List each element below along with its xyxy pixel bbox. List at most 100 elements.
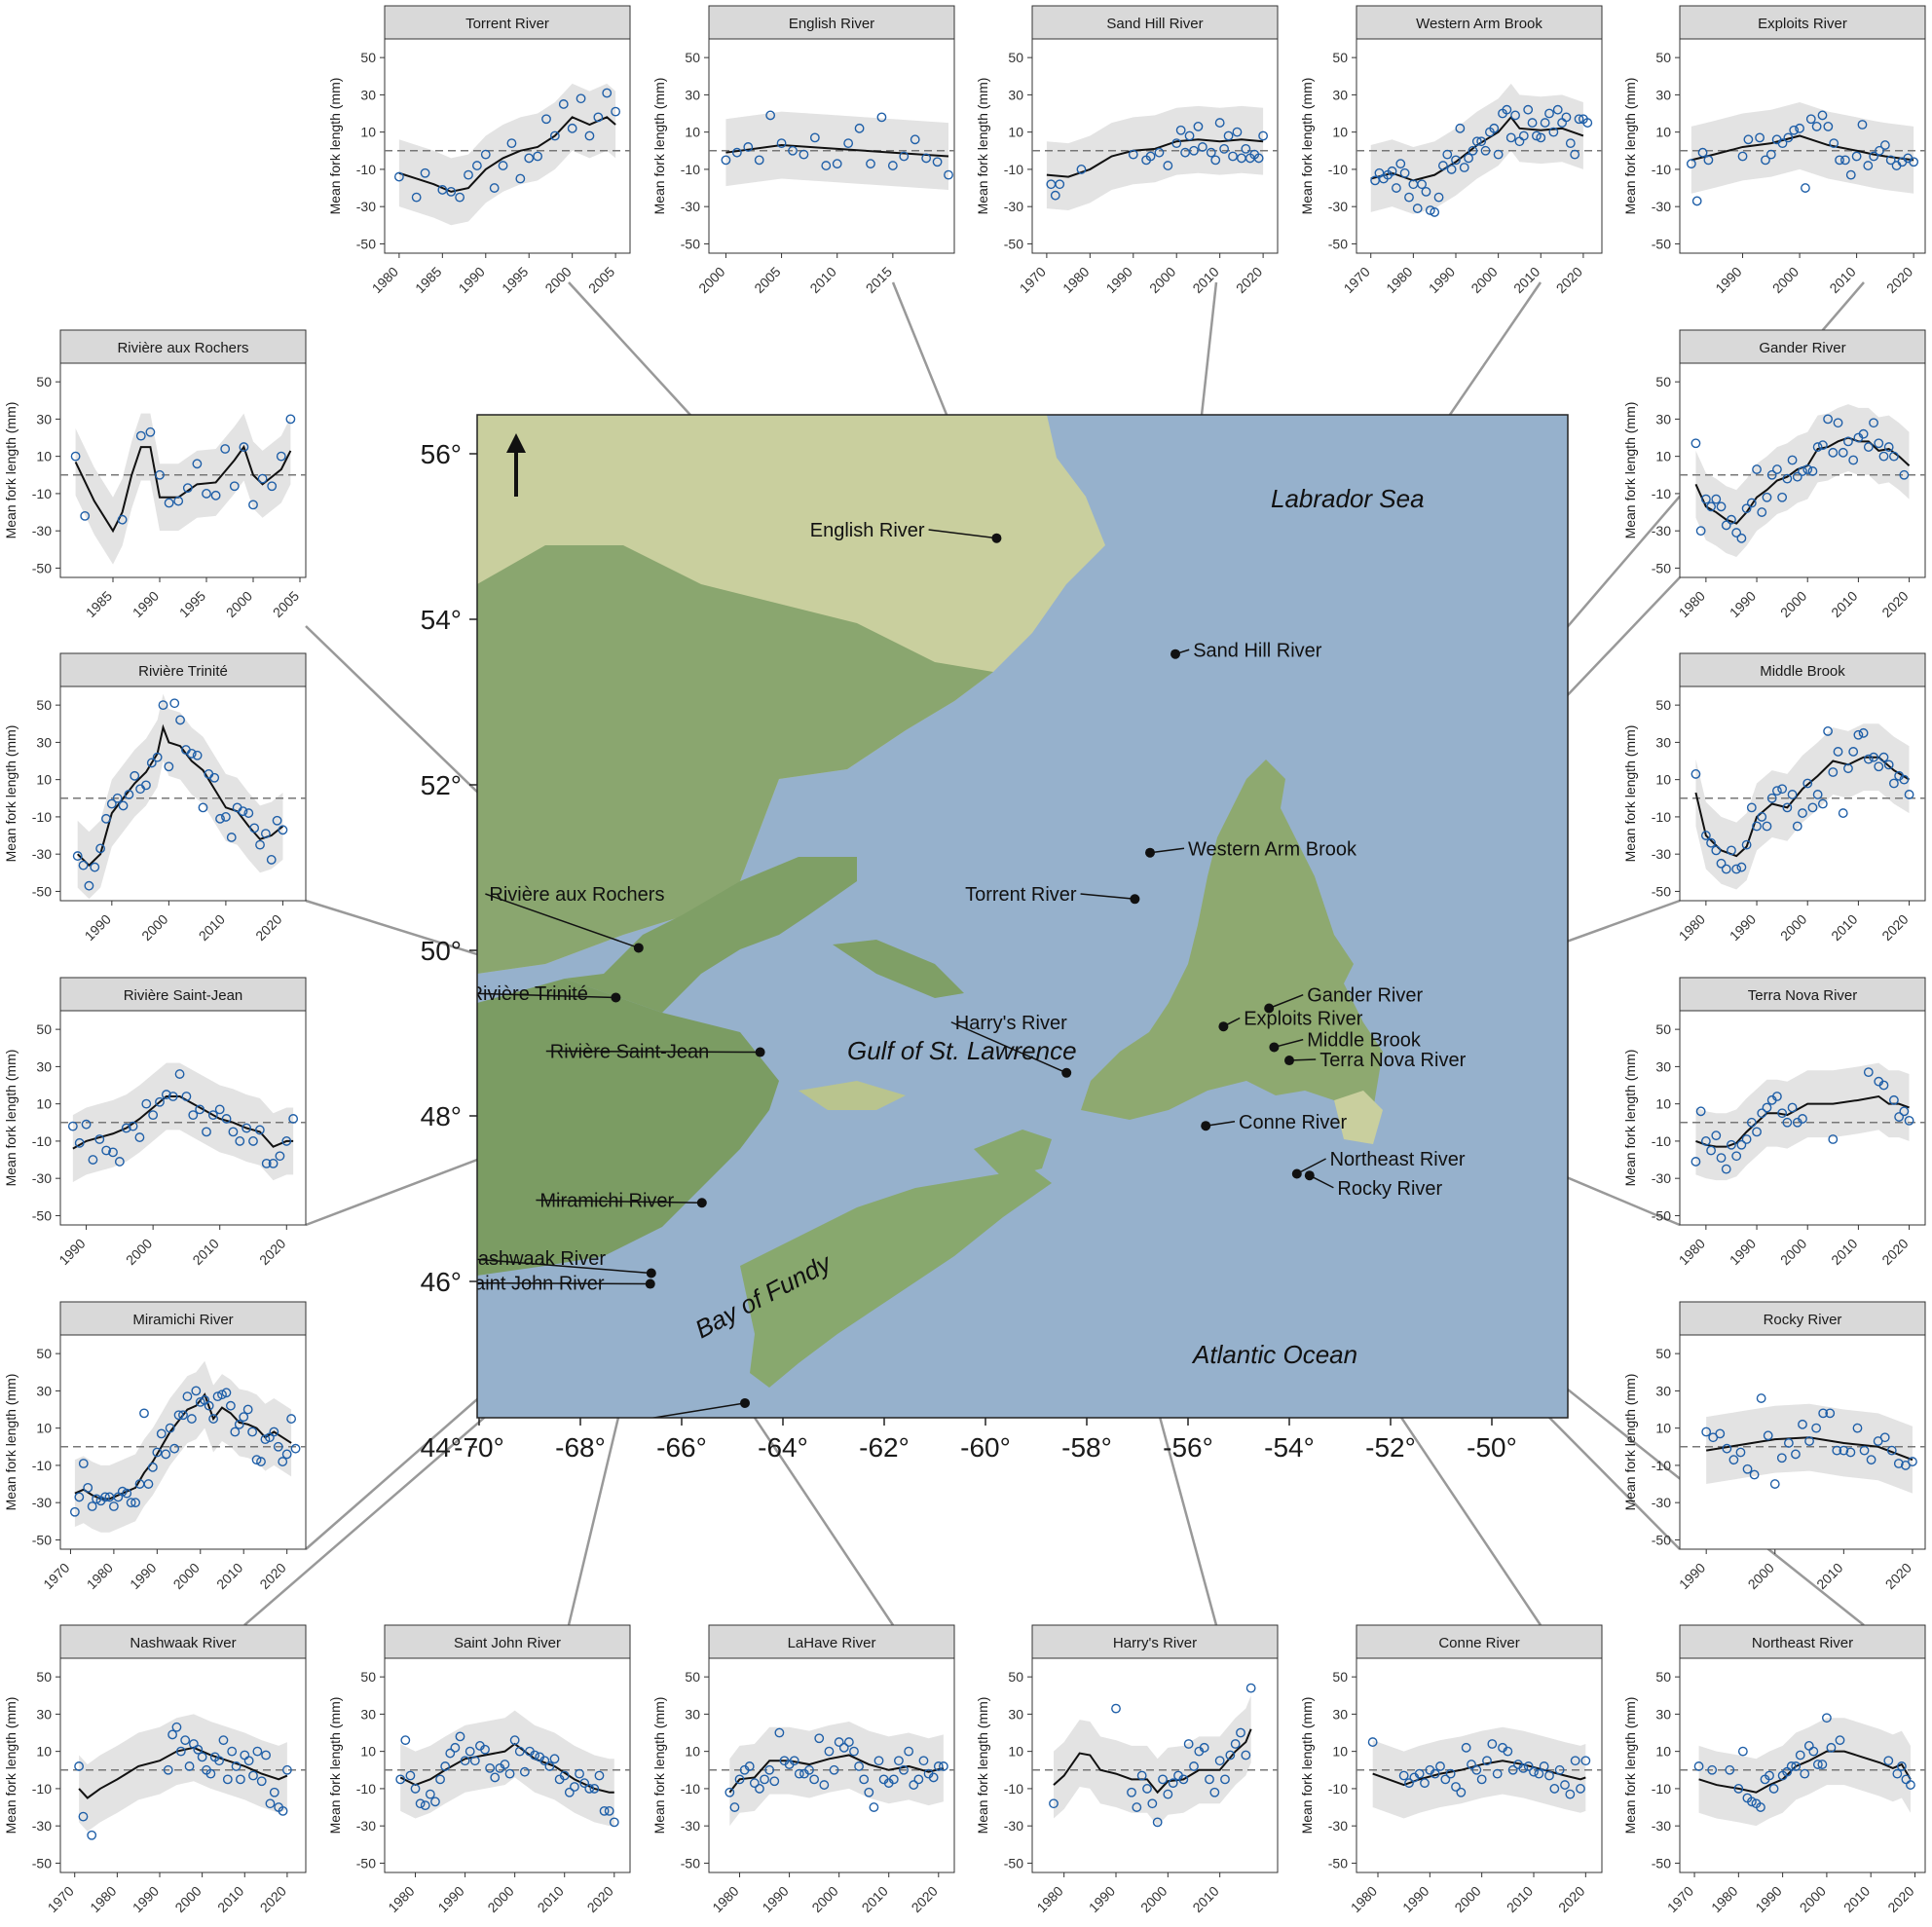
data-point <box>1510 110 1520 121</box>
panel-strip <box>1679 5 1926 40</box>
y-tick-label: -10 <box>1652 1458 1671 1473</box>
data-point <box>1205 1774 1214 1785</box>
data-point <box>182 1391 193 1402</box>
y-tick-label: -10 <box>1004 162 1023 177</box>
data-point <box>210 490 221 500</box>
map-lon-label: -70° <box>454 1432 504 1463</box>
data-point <box>290 1443 301 1454</box>
site-leader-conne-river <box>1206 1121 1236 1127</box>
data-point <box>165 1423 175 1433</box>
y-tick-label: -10 <box>32 809 52 825</box>
data-point <box>1404 1778 1414 1789</box>
site-marker-northeast-river <box>1291 1168 1302 1179</box>
data-point <box>1716 858 1727 869</box>
data-point <box>205 1768 216 1779</box>
y-tick-label: -10 <box>1652 809 1671 825</box>
site-leader-riviere-aux-rochers <box>485 893 640 949</box>
data-point <box>1787 1102 1798 1113</box>
x-tick-label: 1990 <box>1676 1560 1708 1592</box>
data-point <box>78 860 89 871</box>
data-point <box>1199 1742 1209 1753</box>
data-point <box>184 1761 195 1771</box>
site-marker-exploits-river <box>1218 1021 1229 1032</box>
x-tick-label: 1990 <box>1727 911 1759 944</box>
trend-line <box>1695 1094 1910 1148</box>
data-point <box>1232 127 1243 137</box>
data-point <box>242 1404 253 1415</box>
y-tick-label: 30 <box>36 1058 52 1074</box>
data-point <box>141 1098 152 1109</box>
y-tick-label: 50 <box>36 1021 52 1037</box>
data-point <box>180 1735 191 1746</box>
data-point <box>1468 145 1478 156</box>
trend-line <box>1698 1750 1912 1794</box>
y-tick-label: -50 <box>1004 1855 1023 1871</box>
data-point <box>1869 418 1878 428</box>
data-point <box>1214 1756 1225 1766</box>
data-point <box>549 1754 560 1764</box>
site-label-terra-nova-river: Terra Nova River <box>1319 1050 1466 1071</box>
panel-title: Middle Brook <box>1760 663 1845 680</box>
data-point <box>1802 778 1813 789</box>
data-point <box>1529 1766 1539 1777</box>
data-point <box>1833 418 1843 428</box>
y-tick-label: 10 <box>1332 125 1348 140</box>
data-point <box>1706 501 1716 512</box>
data-point <box>1805 114 1816 125</box>
y-tick-label: 30 <box>1655 1706 1671 1722</box>
y-axis-label: Mean fork length (mm) <box>1622 78 1638 215</box>
data-point <box>1527 118 1538 128</box>
y-tick-label: -50 <box>1328 1855 1348 1871</box>
x-tick-label: 1990 <box>1752 1883 1784 1915</box>
y-axis-label: Mean fork length (mm) <box>327 78 343 215</box>
y-tick-label: -10 <box>681 1781 700 1797</box>
y-tick-label: -10 <box>1004 1781 1023 1797</box>
data-point <box>921 153 932 164</box>
y-tick-label: -50 <box>681 236 700 251</box>
x-tick-label: 2010 <box>859 1883 891 1915</box>
data-point <box>854 123 865 133</box>
panel-riviere-trinite: Rivière Trinité 50 30 10 -10 -30 -50 1990 2000 20… <box>3 652 307 944</box>
data-point <box>834 1737 844 1747</box>
x-tick-label: 2020 <box>1553 264 1585 296</box>
panel-title: Rivière aux Rochers <box>117 340 248 356</box>
data-point <box>1395 159 1406 169</box>
site-leader-nashwaak-river <box>477 1258 651 1275</box>
data-point <box>819 1780 830 1790</box>
y-tick-label: -10 <box>1328 1781 1348 1797</box>
data-point <box>1420 1778 1430 1789</box>
data-point <box>405 1770 416 1781</box>
data-point <box>1823 726 1833 736</box>
data-point <box>1421 186 1431 197</box>
trend-line <box>1372 1760 1586 1787</box>
panel-strip <box>384 5 631 40</box>
data-point <box>1241 143 1251 154</box>
data-point <box>1695 526 1706 537</box>
data-point <box>1727 845 1736 856</box>
panel-title: Northeast River <box>1752 1635 1853 1651</box>
data-point <box>1132 1802 1142 1812</box>
data-point <box>1828 447 1839 458</box>
x-tick-label: 2010 <box>1189 1883 1221 1915</box>
data-point <box>175 715 185 725</box>
data-point <box>1731 1151 1742 1162</box>
data-point <box>1845 169 1856 180</box>
data-point <box>83 1482 93 1493</box>
x-tick-label: 2010 <box>1504 1883 1536 1915</box>
data-point <box>838 1742 849 1753</box>
data-point <box>252 1746 263 1757</box>
data-point <box>1697 147 1708 158</box>
data-point <box>1505 132 1516 143</box>
x-tick-label: 1980 <box>1348 1883 1380 1915</box>
data-point <box>80 510 91 521</box>
data-point <box>1236 1727 1245 1738</box>
data-point <box>1776 1453 1787 1464</box>
confidence-ribbon <box>72 1062 294 1182</box>
panel-title: Western Arm Brook <box>1416 16 1542 32</box>
data-point <box>1792 821 1802 832</box>
data-point <box>1807 466 1818 476</box>
data-point <box>243 1756 254 1766</box>
x-tick-label: 2020 <box>1555 1883 1587 1915</box>
map-lon-label: -52° <box>1365 1432 1416 1463</box>
